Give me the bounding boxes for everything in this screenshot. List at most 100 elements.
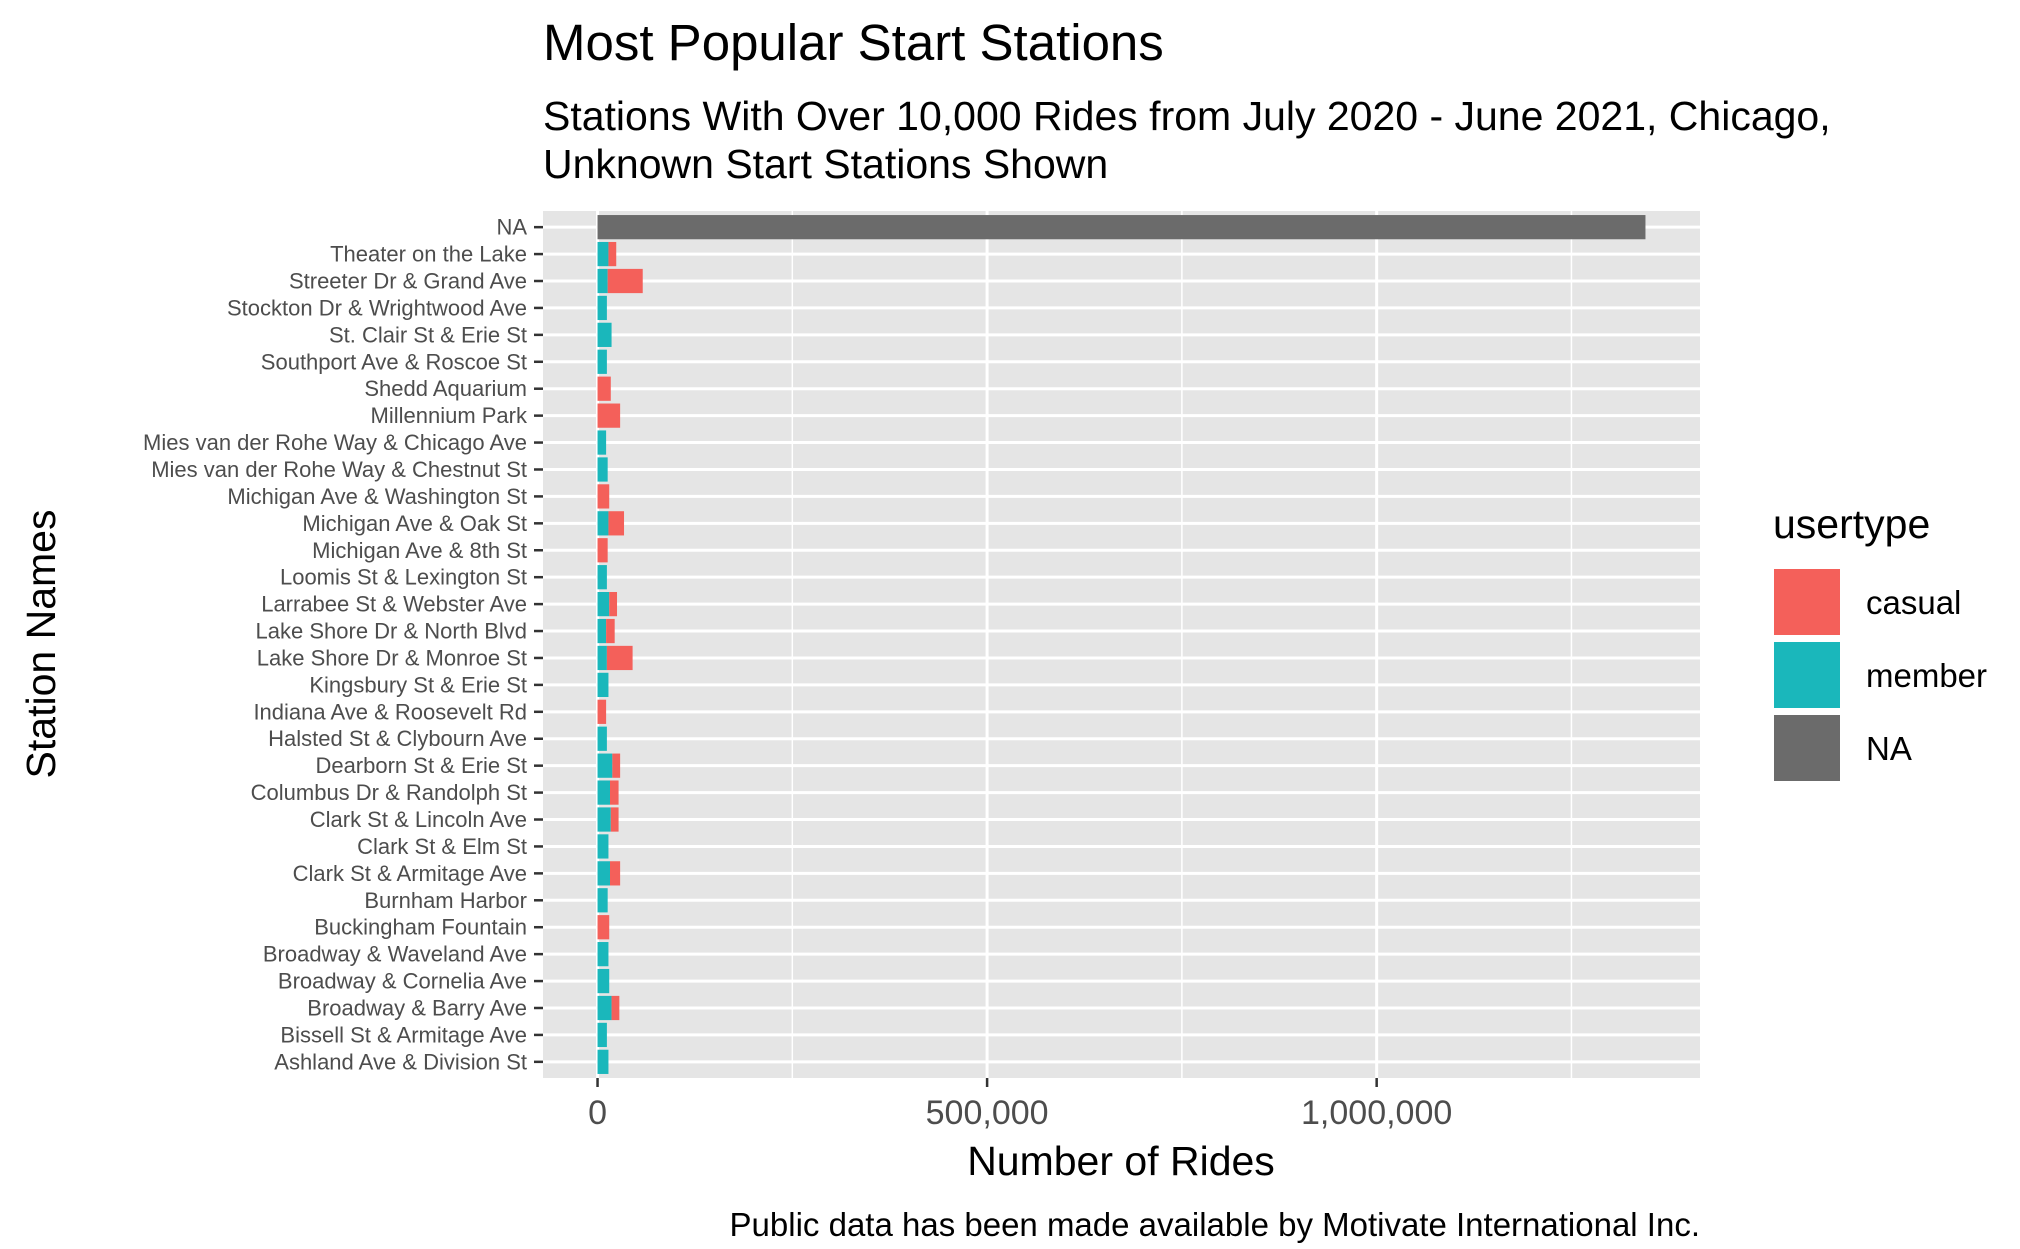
chart-title: Most Popular Start Stations xyxy=(543,14,1164,71)
y-tick-label: Clark St & Elm St xyxy=(357,834,527,859)
legend-label-casual: casual xyxy=(1866,584,1961,621)
legend-label-member: member xyxy=(1866,657,1987,694)
y-tick-label: Indiana Ave & Roosevelt Rd xyxy=(253,699,527,724)
y-tick-label: Lake Shore Dr & North Blvd xyxy=(256,619,527,644)
bar-member xyxy=(597,780,611,805)
y-tick-label: Broadway & Cornelia Ave xyxy=(278,969,527,994)
bar-casual xyxy=(610,807,619,832)
chart-subtitle: Stations With Over 10,000 Rides from Jul… xyxy=(543,93,1831,187)
y-tick-label: Lake Shore Dr & Monroe St xyxy=(257,645,527,670)
y-tick-label: Clark St & Lincoln Ave xyxy=(310,807,527,832)
bars xyxy=(597,215,1646,1074)
bar-casual xyxy=(612,753,621,778)
bar-casual xyxy=(610,780,619,805)
bar-member xyxy=(597,834,609,859)
y-tick-label: Streeter Dr & Grand Ave xyxy=(289,269,527,294)
legend-key-member xyxy=(1772,640,1842,710)
bar-member xyxy=(597,511,609,536)
bar-casual xyxy=(597,484,610,509)
bar-NA xyxy=(597,215,1646,240)
x-tick-label: 1,000,000 xyxy=(1301,1094,1452,1132)
y-tick-label: Kingsbury St & Erie St xyxy=(309,672,527,697)
chart-caption: Public data has been made available by M… xyxy=(730,1206,1700,1243)
bar-member xyxy=(597,645,607,671)
bar-member xyxy=(597,753,613,778)
bar-member xyxy=(597,457,608,482)
bar-member xyxy=(597,995,612,1021)
y-tick-label: Bissell St & Armitage Ave xyxy=(280,1022,527,1047)
bar-casual xyxy=(611,995,620,1021)
y-tick-label: Southport Ave & Roscoe St xyxy=(261,349,527,374)
y-tick-label: Millennium Park xyxy=(371,403,528,428)
x-axis-title: Number of Rides xyxy=(967,1138,1275,1184)
bar-member xyxy=(597,618,607,644)
y-tick-label: Mies van der Rohe Way & Chicago Ave xyxy=(143,430,527,455)
bar-casual xyxy=(608,511,625,536)
bar-member xyxy=(597,807,611,832)
bar-casual xyxy=(597,376,611,401)
y-tick-label: Michigan Ave & 8th St xyxy=(312,538,527,563)
legend: usertype casual member NA xyxy=(1772,501,1987,783)
y-tick-label: Stockton Dr & Wrightwood Ave xyxy=(227,295,527,320)
bar-casual xyxy=(597,915,610,940)
bar-member xyxy=(597,565,607,590)
y-tick-label: Burnham Harbor xyxy=(364,888,527,913)
bar-member xyxy=(597,268,608,294)
y-tick-label: Michigan Ave & Washington St xyxy=(227,484,527,509)
y-tick-label: Buckingham Fountain xyxy=(314,915,527,940)
bar-casual xyxy=(597,538,608,563)
bar-member xyxy=(597,672,609,698)
bar-casual xyxy=(609,591,618,617)
y-tick-label: Loomis St & Lexington St xyxy=(280,565,527,590)
y-tick-label: Mies van der Rohe Way & Chestnut St xyxy=(151,457,527,482)
bar-member xyxy=(597,861,611,886)
bar-member xyxy=(597,1022,607,1048)
y-tick-label: Larrabee St & Webster Ave xyxy=(261,592,527,617)
legend-key-NA xyxy=(1772,713,1842,783)
bar-member xyxy=(597,349,607,374)
bar-member xyxy=(597,942,609,967)
bar-casual xyxy=(607,268,643,294)
bar-member xyxy=(597,295,607,321)
legend-items: casual member NA xyxy=(1772,567,1987,783)
y-axis-title: Station Names xyxy=(18,510,64,779)
bar-member xyxy=(597,1049,609,1074)
y-tick-label: Michigan Ave & Oak St xyxy=(302,511,527,536)
x-axis: 0 500,000 1,000,000 xyxy=(588,1078,1452,1132)
chart-subtitle-line: Unknown Start Stations Shown xyxy=(543,141,1108,187)
y-tick-label: Dearborn St & Erie St xyxy=(315,753,527,778)
legend-key-casual xyxy=(1772,567,1842,637)
y-tick-label: St. Clair St & Erie St xyxy=(329,322,527,347)
bar-member xyxy=(597,241,609,267)
y-tick-label: Clark St & Armitage Ave xyxy=(293,861,527,886)
bar-member xyxy=(597,430,607,455)
x-tick-label: 500,000 xyxy=(926,1094,1049,1132)
chart-subtitle-line: Stations With Over 10,000 Rides from Jul… xyxy=(543,93,1831,139)
legend-label-NA: NA xyxy=(1866,730,1912,767)
y-tick-label: Shedd Aquarium xyxy=(364,376,527,401)
bar-casual xyxy=(606,618,615,644)
bar-member xyxy=(597,888,608,913)
bar-casual xyxy=(597,699,607,724)
chart-title-group: Most Popular Start Stations Stations Wit… xyxy=(543,14,1831,187)
bar-casual xyxy=(608,241,617,267)
gridlines xyxy=(543,211,1700,1078)
bar-member xyxy=(597,726,607,751)
y-tick-label: Columbus Dr & Randolph St xyxy=(251,780,527,805)
y-tick-label: Ashland Ave & Division St xyxy=(274,1049,527,1074)
legend-title: usertype xyxy=(1773,501,1930,547)
bar-member xyxy=(597,591,610,617)
y-tick-label: Broadway & Waveland Ave xyxy=(263,942,527,967)
bar-casual xyxy=(597,403,621,428)
bar-casual xyxy=(606,645,633,671)
bar-member xyxy=(597,322,612,347)
bar-member xyxy=(597,968,610,994)
y-tick-label: Theater on the Lake xyxy=(330,242,527,267)
bar-casual xyxy=(610,861,621,886)
plot-panel xyxy=(543,211,1700,1078)
y-tick-label: Halsted St & Clybourn Ave xyxy=(268,726,527,751)
y-tick-label: Broadway & Barry Ave xyxy=(307,995,527,1020)
x-tick-label: 0 xyxy=(588,1094,607,1132)
